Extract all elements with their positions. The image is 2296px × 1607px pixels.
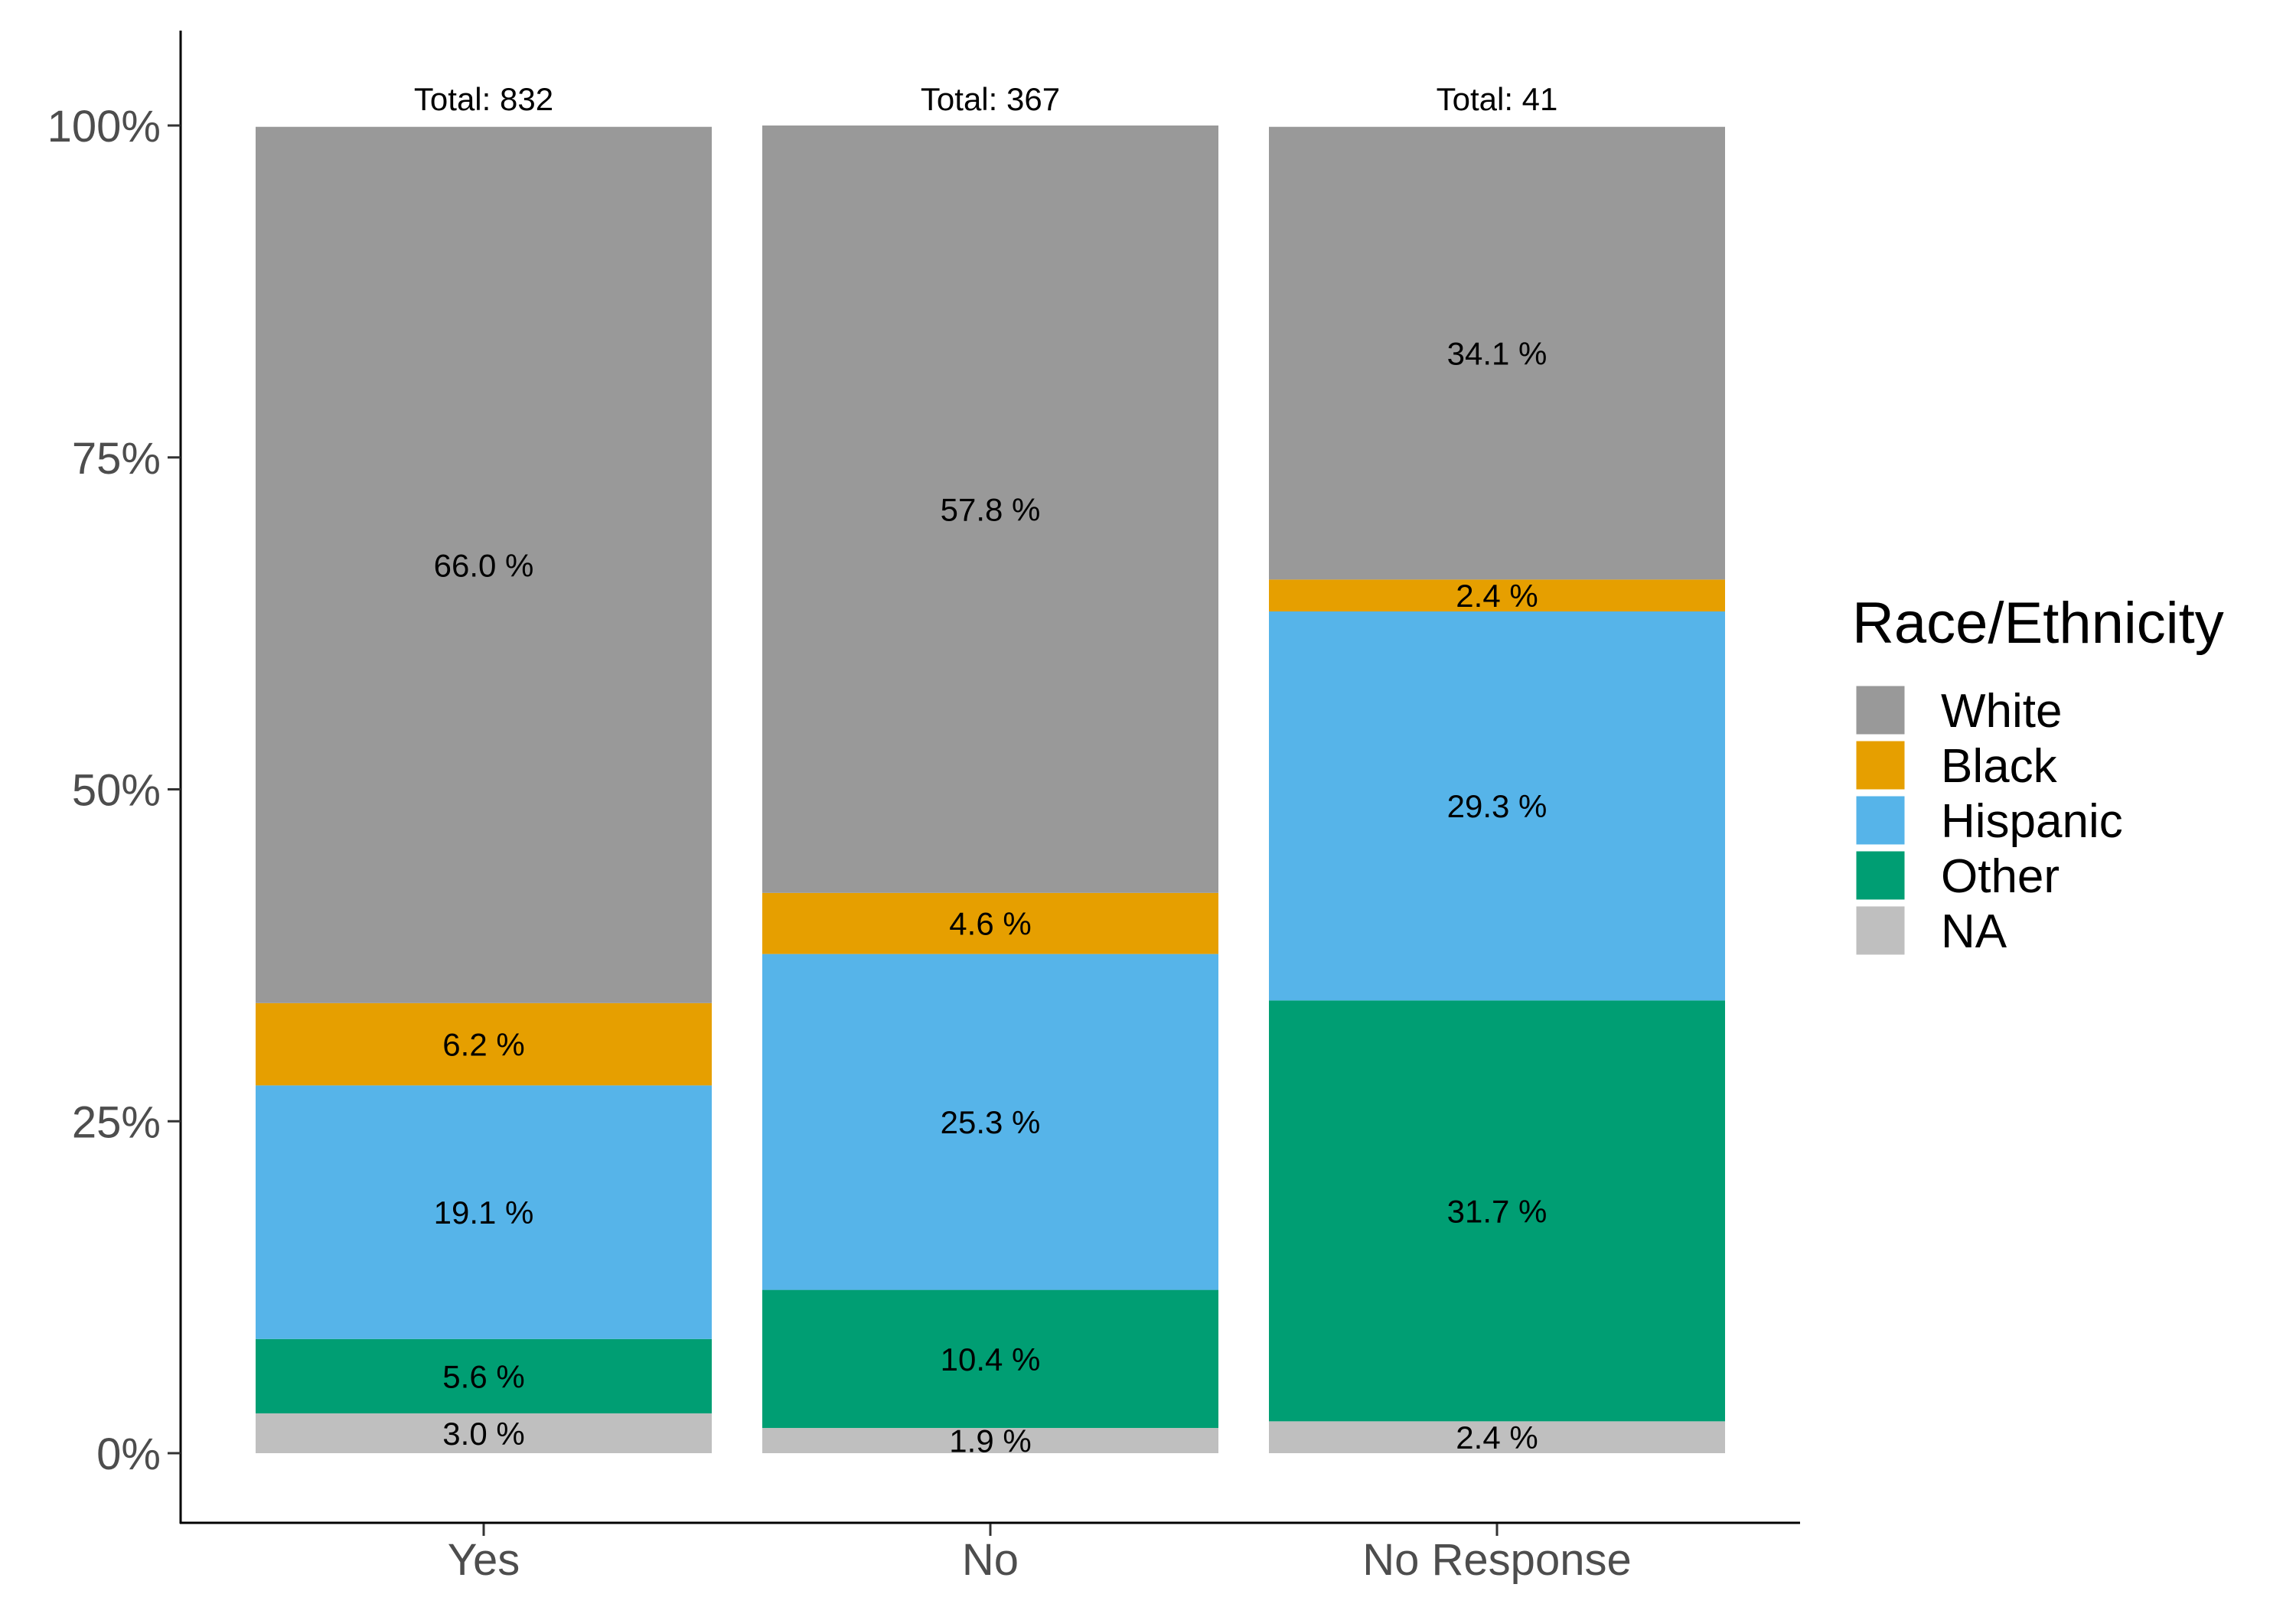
- legend-swatch-other: [1854, 849, 1907, 902]
- legend-label-na: NA: [1941, 905, 2007, 958]
- bar-segment-no-response-black: [1269, 579, 1725, 612]
- y-tick-label-0: 0%: [96, 1429, 161, 1479]
- data-label-yes-hispanic: 19.1 %: [434, 1195, 534, 1231]
- y-ticks-group: 0% 25% 50% 75% 100%: [47, 102, 181, 1479]
- data-label-yes-black: 6.2 %: [442, 1027, 524, 1063]
- bar-segment-no-other: [762, 1289, 1218, 1429]
- bar-segment-no-response-hispanic: [1269, 611, 1725, 1001]
- y-tick-label-75: 75%: [72, 434, 161, 484]
- segment-labels-group: 3.0 % 5.6 % 19.1 % 6.2 % 66.0 % 1.9 % 10.4 % 25…: [434, 336, 1548, 1459]
- total-label-yes: Total: 832: [414, 81, 553, 117]
- bar-segment-no-black: [762, 892, 1218, 954]
- legend-label-hispanic: Hispanic: [1941, 795, 2123, 848]
- bar-segment-no-response-white: [1269, 126, 1725, 580]
- bar-segment-no-response-na: [1269, 1421, 1725, 1453]
- data-label-yes-white: 66.0 %: [434, 547, 534, 583]
- data-label-no-na: 1.9 %: [949, 1423, 1031, 1459]
- legend-swatch-hispanic: [1854, 794, 1907, 847]
- total-label-no-response: Total: 41: [1437, 81, 1558, 117]
- data-label-yes-other: 5.6 %: [442, 1358, 524, 1394]
- legend-label-black: Black: [1941, 740, 2058, 793]
- legend-title: Race/Ethnicity: [1852, 591, 2224, 656]
- y-tick-label-100: 100%: [47, 102, 161, 152]
- x-tick-label-no: No: [962, 1535, 1019, 1585]
- data-label-no-response-black: 2.4 %: [1456, 578, 1538, 614]
- bar-segment-no-hispanic: [762, 953, 1218, 1290]
- y-tick-label-25: 25%: [72, 1097, 161, 1147]
- bar-segment-yes-white: [256, 126, 712, 1003]
- x-tick-label-yes: Yes: [448, 1535, 520, 1585]
- data-label-no-other: 10.4 %: [941, 1341, 1041, 1377]
- bar-segment-yes-hispanic: [256, 1085, 712, 1339]
- axes-group: [179, 31, 1800, 1524]
- data-label-yes-na: 3.0 %: [442, 1416, 524, 1452]
- data-label-no-white: 57.8 %: [941, 491, 1041, 527]
- legend-swatch-white: [1854, 683, 1907, 737]
- x-ticks-group: Yes No No Response: [448, 1524, 1632, 1585]
- y-tick-label-50: 50%: [72, 766, 161, 816]
- bar-segment-yes-black: [256, 1002, 712, 1086]
- legend-swatch-black: [1854, 738, 1907, 792]
- data-label-no-response-na: 2.4 %: [1456, 1420, 1538, 1455]
- bars-group: [256, 125, 1725, 1453]
- data-label-no-black: 4.6 %: [949, 906, 1031, 942]
- legend-label-white: White: [1941, 685, 2062, 738]
- bar-segment-yes-na: [256, 1413, 712, 1453]
- bar-segment-no-response-other: [1269, 1000, 1725, 1422]
- data-label-no-hispanic: 25.3 %: [941, 1104, 1041, 1140]
- bar-segment-no-white: [762, 125, 1218, 893]
- data-label-no-response-other: 31.7 %: [1447, 1193, 1548, 1229]
- data-label-no-response-white: 34.1 %: [1447, 336, 1548, 372]
- x-tick-label-no-response: No Response: [1362, 1535, 1631, 1585]
- legend-label-other: Other: [1941, 850, 2060, 903]
- totals-group: Total: 832 Total: 367 Total: 41: [414, 81, 1557, 117]
- legend-swatch-na: [1854, 904, 1907, 957]
- bar-segment-no-na: [762, 1428, 1218, 1453]
- data-label-no-response-hispanic: 29.3 %: [1447, 788, 1548, 824]
- total-label-no: Total: 367: [921, 81, 1060, 117]
- bar-segment-yes-other: [256, 1338, 712, 1413]
